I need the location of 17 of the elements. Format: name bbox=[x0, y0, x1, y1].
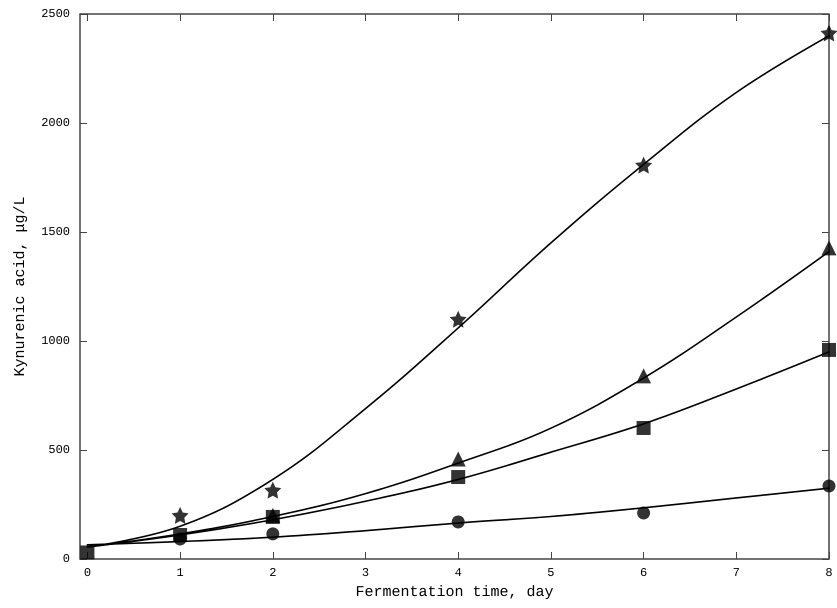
y-tick-label: 0 bbox=[62, 552, 70, 566]
x-axis-title: Fermentation time, day bbox=[355, 584, 554, 601]
x-tick-label: 0 bbox=[84, 566, 92, 580]
y-tick-label: 1000 bbox=[41, 334, 70, 348]
x-tick-label: 2 bbox=[269, 566, 276, 580]
y-tick-label: 500 bbox=[48, 443, 70, 457]
x-tick-label: 5 bbox=[547, 566, 555, 580]
x-tick-label: 4 bbox=[454, 566, 462, 580]
y-tick-label: 2000 bbox=[41, 116, 70, 130]
x-tick-label: 3 bbox=[362, 566, 370, 580]
x-tick-label: 6 bbox=[640, 566, 648, 580]
y-axis-title: Kynurenic acid, μg/L bbox=[12, 196, 29, 377]
y-tick-label: 1500 bbox=[41, 225, 70, 239]
y-tick-label: 2500 bbox=[41, 7, 70, 21]
x-tick-label: 7 bbox=[732, 566, 740, 580]
x-tick-label: 1 bbox=[176, 566, 184, 580]
x-tick-label: 8 bbox=[825, 566, 833, 580]
